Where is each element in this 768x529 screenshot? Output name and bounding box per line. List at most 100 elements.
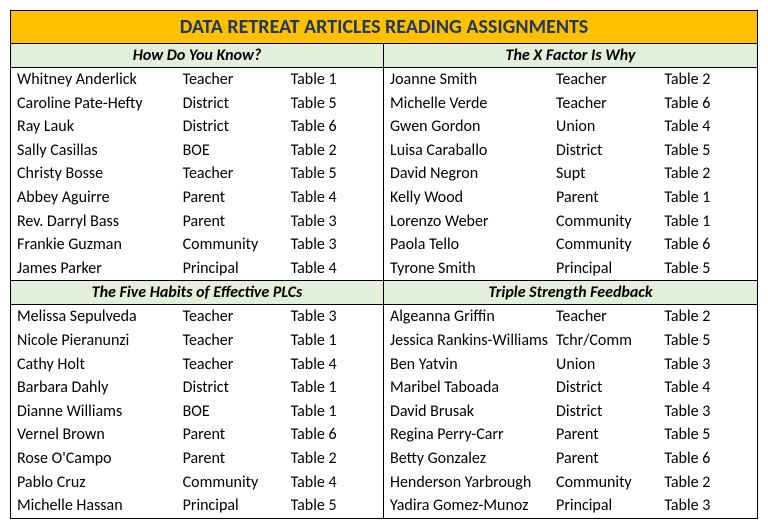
cell-name: Nicole Pieranunzi bbox=[17, 330, 183, 352]
cell-table: Table 5 bbox=[664, 424, 751, 446]
cell-table: Table 4 bbox=[291, 187, 377, 209]
table-row: Regina Perry-CarrParentTable 5 bbox=[384, 423, 757, 447]
cell-name: Gwen Gordon bbox=[390, 116, 556, 138]
cell-table: Table 4 bbox=[664, 116, 751, 138]
cell-name: Vernel Brown bbox=[17, 424, 183, 446]
cell-name: David Negron bbox=[390, 163, 556, 185]
cell-role: Union bbox=[556, 354, 664, 376]
cell-name: Cathy Holt bbox=[17, 354, 183, 376]
cell-name: Rose O'Campo bbox=[17, 448, 183, 470]
table-row: Luisa CaraballoDistrictTable 5 bbox=[384, 139, 757, 163]
page-title: DATA RETREAT ARTICLES READING ASSIGNMENT… bbox=[11, 11, 757, 44]
table-row: Pablo CruzCommunityTable 4 bbox=[11, 471, 383, 495]
cell-role: Parent bbox=[183, 211, 291, 233]
table-row: Lorenzo WeberCommunityTable 1 bbox=[384, 210, 757, 234]
cell-name: Henderson Yarbrough bbox=[390, 472, 556, 494]
cell-role: Teacher bbox=[556, 69, 664, 91]
cell-role: Teacher bbox=[183, 354, 291, 376]
table-row: Ray LaukDistrictTable 6 bbox=[11, 115, 383, 139]
section-triple-strength: Triple Strength Feedback Algeanna Griffi… bbox=[384, 281, 757, 517]
table-row: Gwen GordonUnionTable 4 bbox=[384, 115, 757, 139]
cell-table: Table 2 bbox=[664, 69, 751, 91]
cell-table: Table 3 bbox=[291, 234, 377, 256]
cell-role: Parent bbox=[183, 448, 291, 470]
cell-role: Teacher bbox=[556, 306, 664, 328]
cell-role: Parent bbox=[183, 424, 291, 446]
cell-table: Table 4 bbox=[291, 354, 377, 376]
cell-table: Table 1 bbox=[664, 187, 751, 209]
cell-table: Table 2 bbox=[664, 472, 751, 494]
cell-role: Parent bbox=[183, 187, 291, 209]
cell-table: Table 5 bbox=[664, 140, 751, 162]
cell-name: Kelly Wood bbox=[390, 187, 556, 209]
table-row: Paola TelloCommunityTable 6 bbox=[384, 233, 757, 257]
section-five-habits: The Five Habits of Effective PLCs Meliss… bbox=[11, 281, 384, 517]
cell-table: Table 6 bbox=[291, 116, 377, 138]
cell-role: Community bbox=[556, 211, 664, 233]
cell-role: Teacher bbox=[183, 163, 291, 185]
table-row: Ben YatvinUnionTable 3 bbox=[384, 353, 757, 377]
cell-role: Teacher bbox=[183, 330, 291, 352]
cell-table: Table 3 bbox=[664, 495, 751, 517]
cell-name: David Brusak bbox=[390, 401, 556, 423]
cell-role: Community bbox=[556, 234, 664, 256]
cell-table: Table 4 bbox=[291, 258, 377, 280]
section-title: How Do You Know? bbox=[11, 44, 383, 68]
cell-name: Melissa Sepulveda bbox=[17, 306, 183, 328]
table-row: Michelle VerdeTeacherTable 6 bbox=[384, 92, 757, 116]
cell-table: Table 6 bbox=[664, 448, 751, 470]
cell-name: Sally Casillas bbox=[17, 140, 183, 162]
section-x-factor: The X Factor Is Why Joanne SmithTeacherT… bbox=[384, 44, 757, 280]
cell-name: Abbey Aguirre bbox=[17, 187, 183, 209]
cell-role: Principal bbox=[183, 258, 291, 280]
table-row: Kelly WoodParentTable 1 bbox=[384, 186, 757, 210]
table-row: Abbey AguirreParentTable 4 bbox=[11, 186, 383, 210]
cell-name: Luisa Caraballo bbox=[390, 140, 556, 162]
cell-name: Ben Yatvin bbox=[390, 354, 556, 376]
section-title: The X Factor Is Why bbox=[384, 44, 757, 68]
cell-name: Ray Lauk bbox=[17, 116, 183, 138]
cell-role: Community bbox=[556, 472, 664, 494]
table-row: Yadira Gomez-MunozPrincipalTable 3 bbox=[384, 494, 757, 518]
sections-top-row: How Do You Know? Whitney AnderlickTeache… bbox=[11, 44, 757, 280]
cell-table: Table 2 bbox=[291, 140, 377, 162]
cell-name: Rev. Darryl Bass bbox=[17, 211, 183, 233]
table-row: Rev. Darryl BassParentTable 3 bbox=[11, 210, 383, 234]
cell-table: Table 5 bbox=[291, 93, 377, 115]
table-row: Sally CasillasBOETable 2 bbox=[11, 139, 383, 163]
cell-name: Frankie Guzman bbox=[17, 234, 183, 256]
table-row: Frankie GuzmanCommunityTable 3 bbox=[11, 233, 383, 257]
cell-name: Regina Perry-Carr bbox=[390, 424, 556, 446]
cell-table: Table 3 bbox=[291, 211, 377, 233]
cell-table: Table 6 bbox=[664, 234, 751, 256]
cell-table: Table 2 bbox=[664, 163, 751, 185]
table-row: Vernel BrownParentTable 6 bbox=[11, 423, 383, 447]
table-row: Jessica Rankins-WilliamsTchr/CommTable 5 bbox=[384, 329, 757, 353]
cell-table: Table 6 bbox=[291, 424, 377, 446]
table-row: Rose O'CampoParentTable 2 bbox=[11, 447, 383, 471]
cell-table: Table 5 bbox=[291, 495, 377, 517]
cell-role: Principal bbox=[556, 258, 664, 280]
table-row: Joanne SmithTeacherTable 2 bbox=[384, 68, 757, 92]
cell-role: Parent bbox=[556, 448, 664, 470]
cell-table: Table 1 bbox=[291, 330, 377, 352]
cell-table: Table 5 bbox=[291, 163, 377, 185]
cell-name: Michelle Verde bbox=[390, 93, 556, 115]
cell-table: Table 1 bbox=[291, 377, 377, 399]
cell-name: Michelle Hassan bbox=[17, 495, 183, 517]
cell-role: Principal bbox=[556, 495, 664, 517]
table-row: Whitney AnderlickTeacherTable 1 bbox=[11, 68, 383, 92]
cell-role: District bbox=[183, 116, 291, 138]
table-row: Algeanna GriffinTeacherTable 2 bbox=[384, 305, 757, 329]
cell-name: Lorenzo Weber bbox=[390, 211, 556, 233]
table-row: Dianne WilliamsBOETable 1 bbox=[11, 400, 383, 424]
cell-role: BOE bbox=[183, 140, 291, 162]
section-title: Triple Strength Feedback bbox=[384, 281, 757, 305]
cell-name: Barbara Dahly bbox=[17, 377, 183, 399]
section-body: Algeanna GriffinTeacherTable 2Jessica Ra… bbox=[384, 305, 757, 517]
cell-table: Table 5 bbox=[664, 258, 751, 280]
table-row: Christy BosseTeacherTable 5 bbox=[11, 162, 383, 186]
section-body: Joanne SmithTeacherTable 2Michelle Verde… bbox=[384, 68, 757, 280]
cell-role: Parent bbox=[556, 187, 664, 209]
cell-role: Teacher bbox=[183, 69, 291, 91]
